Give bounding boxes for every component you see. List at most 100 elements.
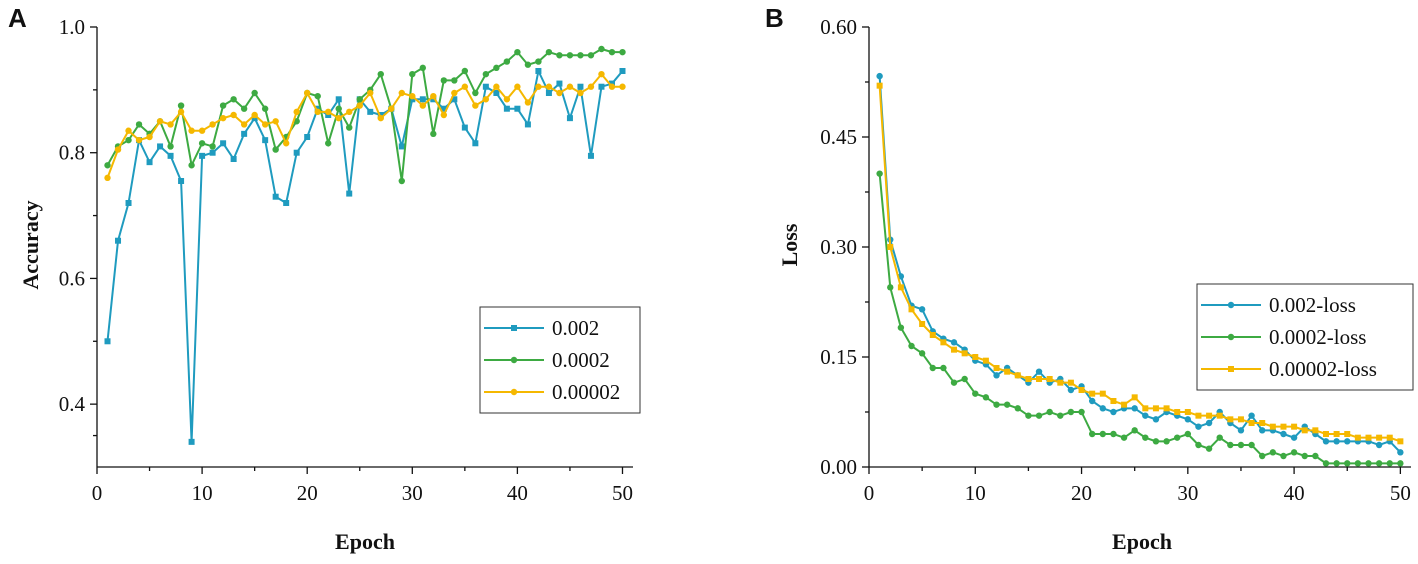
data-point bbox=[1269, 449, 1277, 456]
data-point bbox=[178, 178, 185, 184]
data-point bbox=[566, 52, 574, 59]
data-point bbox=[1333, 438, 1340, 445]
data-point bbox=[1067, 379, 1074, 386]
y-tick-label: 0.15 bbox=[820, 345, 857, 369]
data-point bbox=[1057, 379, 1064, 386]
data-point bbox=[1259, 420, 1266, 426]
data-point bbox=[1216, 412, 1223, 419]
data-point bbox=[451, 89, 458, 97]
data-point bbox=[1301, 452, 1308, 460]
data-point bbox=[461, 67, 469, 75]
data-point bbox=[220, 140, 227, 147]
data-point bbox=[1354, 460, 1362, 467]
data-point bbox=[514, 48, 521, 56]
data-point bbox=[209, 121, 216, 128]
data-point bbox=[230, 156, 237, 162]
data-point bbox=[1163, 405, 1170, 412]
data-point bbox=[167, 152, 174, 159]
x-tick-label: 30 bbox=[402, 481, 423, 505]
data-point bbox=[556, 52, 563, 59]
data-point bbox=[1365, 434, 1372, 441]
data-point bbox=[304, 134, 311, 140]
data-point bbox=[1089, 390, 1096, 397]
data-point bbox=[1121, 401, 1128, 408]
data-point bbox=[503, 58, 511, 65]
data-point bbox=[876, 72, 883, 80]
data-point bbox=[461, 83, 469, 90]
data-point bbox=[577, 83, 584, 90]
data-point bbox=[1206, 412, 1213, 419]
data-point bbox=[346, 124, 353, 131]
data-point bbox=[587, 83, 595, 90]
data-point bbox=[335, 96, 342, 103]
data-point bbox=[1152, 405, 1159, 412]
data-point bbox=[1333, 431, 1340, 437]
data-point bbox=[1184, 430, 1192, 438]
data-point bbox=[951, 346, 958, 353]
data-point bbox=[1205, 419, 1213, 427]
data-point bbox=[482, 96, 490, 103]
data-point bbox=[566, 115, 573, 122]
data-point bbox=[209, 143, 216, 150]
data-point bbox=[1248, 420, 1255, 426]
data-point bbox=[1067, 408, 1075, 416]
data-point bbox=[1152, 438, 1160, 445]
data-point bbox=[1280, 452, 1287, 460]
data-point bbox=[1014, 405, 1021, 412]
data-point bbox=[283, 200, 290, 206]
data-point bbox=[876, 82, 883, 89]
data-point bbox=[325, 108, 332, 116]
data-point bbox=[1269, 423, 1276, 430]
legend-label: 0.00002-loss bbox=[1269, 357, 1377, 381]
data-point bbox=[335, 114, 342, 122]
data-point bbox=[1088, 397, 1096, 405]
x-tick-label: 50 bbox=[612, 481, 633, 505]
data-point bbox=[503, 96, 511, 103]
data-point bbox=[972, 390, 979, 397]
data-point bbox=[535, 83, 542, 90]
data-point bbox=[125, 127, 132, 134]
data-point bbox=[1354, 434, 1361, 441]
data-point bbox=[1259, 452, 1266, 460]
x-tick-label: 20 bbox=[1071, 481, 1092, 505]
data-point bbox=[240, 105, 248, 112]
data-point bbox=[451, 96, 458, 103]
data-point bbox=[156, 118, 164, 125]
data-point bbox=[482, 70, 490, 78]
data-point bbox=[1227, 416, 1234, 423]
data-point bbox=[993, 365, 1000, 371]
data-point bbox=[272, 118, 279, 125]
series-0.00002 bbox=[104, 70, 626, 182]
panel-a-legend: 0.002 0.0002 0.00002 bbox=[479, 306, 641, 414]
data-point bbox=[1078, 387, 1085, 393]
data-point bbox=[230, 96, 237, 103]
series-line bbox=[878, 76, 1402, 454]
data-point bbox=[198, 127, 206, 134]
data-point bbox=[993, 372, 1000, 379]
data-point bbox=[1386, 434, 1393, 441]
y-tick-label: 0.8 bbox=[59, 141, 85, 165]
data-point bbox=[367, 89, 374, 97]
y-tick-label: 0.4 bbox=[59, 392, 86, 416]
data-point bbox=[1344, 438, 1351, 445]
data-point bbox=[556, 89, 563, 97]
data-point bbox=[1290, 434, 1298, 441]
data-point bbox=[887, 284, 894, 291]
legend-label: 0.0002 bbox=[552, 348, 610, 372]
data-point bbox=[897, 284, 904, 291]
data-point bbox=[1004, 368, 1011, 375]
data-point bbox=[1184, 416, 1192, 423]
data-point bbox=[1322, 460, 1330, 467]
data-point bbox=[104, 174, 111, 182]
data-point bbox=[167, 143, 174, 150]
data-point bbox=[293, 108, 300, 116]
data-point bbox=[1046, 376, 1053, 382]
data-point bbox=[961, 350, 968, 357]
data-point bbox=[146, 159, 153, 166]
data-point bbox=[1173, 434, 1181, 441]
legend-label: 0.00002 bbox=[552, 380, 620, 404]
y-tick-label: 0.45 bbox=[820, 125, 857, 149]
data-point bbox=[314, 108, 321, 116]
data-point bbox=[135, 121, 143, 128]
